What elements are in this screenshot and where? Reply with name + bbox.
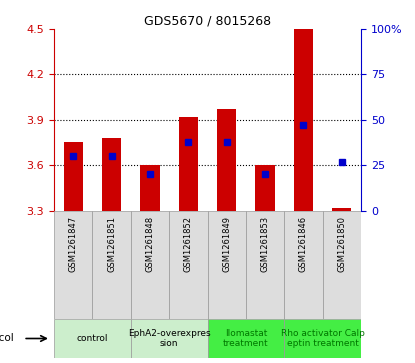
Bar: [131, 211, 169, 319]
Bar: [284, 211, 323, 319]
Text: Ilomastat
treatment: Ilomastat treatment: [223, 329, 269, 348]
Text: control: control: [77, 334, 108, 343]
Text: protocol: protocol: [0, 334, 14, 343]
Bar: [217, 109, 236, 211]
Text: EphA2-overexpres
sion: EphA2-overexpres sion: [128, 329, 210, 348]
Bar: [256, 165, 275, 211]
Bar: [102, 138, 121, 211]
Title: GDS5670 / 8015268: GDS5670 / 8015268: [144, 15, 271, 28]
Text: GSM1261849: GSM1261849: [222, 216, 231, 272]
Bar: [284, 319, 361, 358]
Text: GSM1261852: GSM1261852: [184, 216, 193, 272]
Bar: [140, 165, 159, 211]
Bar: [294, 29, 313, 211]
Text: Rho activator Calp
eptin treatment: Rho activator Calp eptin treatment: [281, 329, 365, 348]
Bar: [54, 211, 92, 319]
Text: GSM1261851: GSM1261851: [107, 216, 116, 272]
Text: GSM1261847: GSM1261847: [68, 216, 78, 272]
Bar: [93, 211, 131, 319]
Bar: [208, 319, 284, 358]
Bar: [54, 319, 131, 358]
Text: GSM1261846: GSM1261846: [299, 216, 308, 272]
Bar: [332, 208, 352, 211]
Text: GSM1261853: GSM1261853: [261, 216, 270, 272]
Text: GSM1261848: GSM1261848: [145, 216, 154, 272]
Bar: [169, 211, 208, 319]
Bar: [131, 319, 208, 358]
Bar: [63, 142, 83, 211]
Bar: [179, 117, 198, 211]
Bar: [246, 211, 284, 319]
Text: GSM1261850: GSM1261850: [337, 216, 347, 272]
Bar: [208, 211, 246, 319]
Bar: [323, 211, 361, 319]
